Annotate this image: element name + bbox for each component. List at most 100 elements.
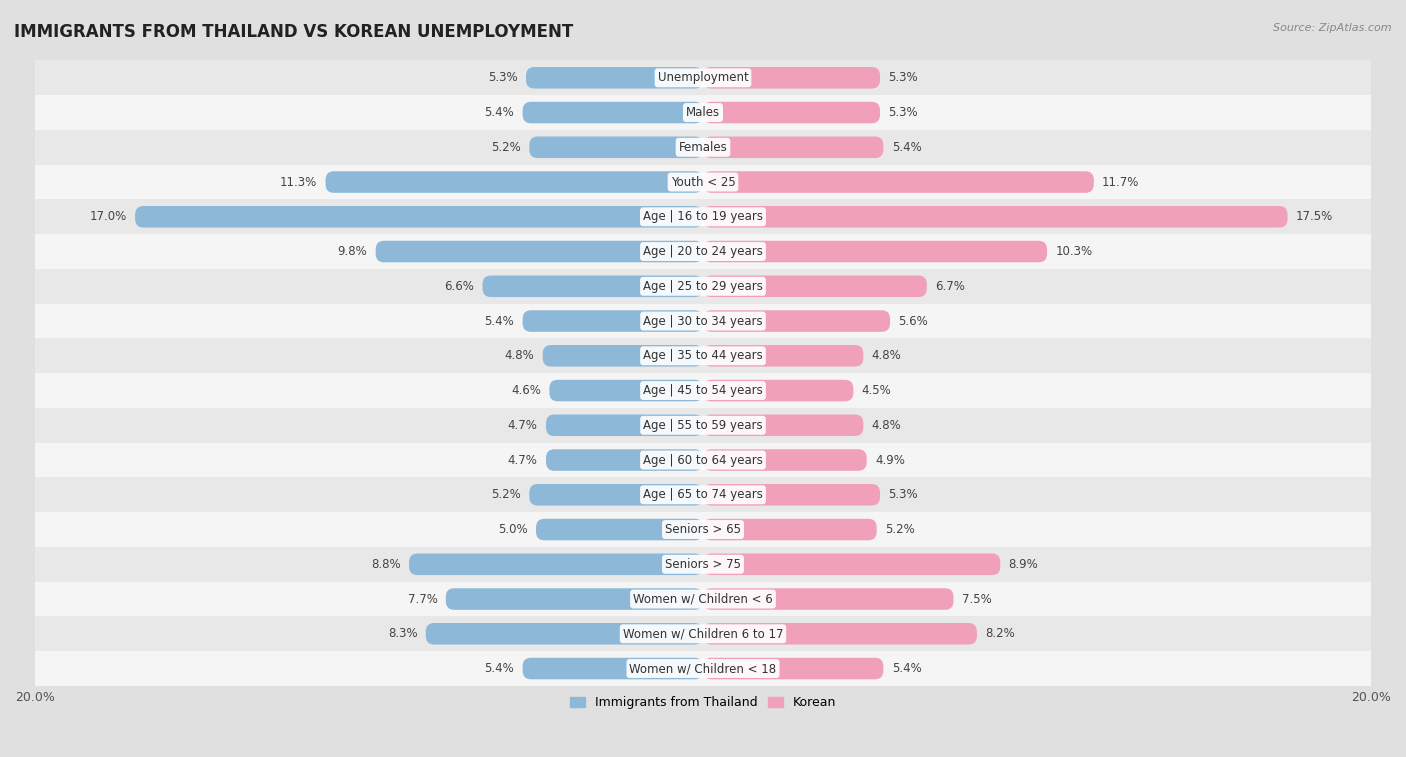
Bar [35,130,1371,165]
FancyBboxPatch shape [703,67,880,89]
Legend: Immigrants from Thailand, Korean: Immigrants from Thailand, Korean [565,691,841,714]
Text: 4.6%: 4.6% [512,384,541,397]
FancyBboxPatch shape [703,101,880,123]
Text: 5.4%: 5.4% [891,662,921,675]
FancyBboxPatch shape [529,136,703,158]
FancyBboxPatch shape [409,553,703,575]
FancyBboxPatch shape [703,345,863,366]
Text: Unemployment: Unemployment [658,71,748,84]
Text: 5.0%: 5.0% [498,523,527,536]
FancyBboxPatch shape [546,449,703,471]
Text: Age | 35 to 44 years: Age | 35 to 44 years [643,349,763,363]
FancyBboxPatch shape [523,658,703,679]
Text: 4.5%: 4.5% [862,384,891,397]
Bar [35,165,1371,199]
Text: 5.2%: 5.2% [884,523,915,536]
Text: 5.3%: 5.3% [889,106,918,119]
Text: 17.0%: 17.0% [90,210,127,223]
FancyBboxPatch shape [135,206,703,228]
Text: 4.8%: 4.8% [505,349,534,363]
Text: Females: Females [679,141,727,154]
FancyBboxPatch shape [482,276,703,297]
Text: 8.3%: 8.3% [388,628,418,640]
Text: Source: ZipAtlas.com: Source: ZipAtlas.com [1274,23,1392,33]
FancyBboxPatch shape [326,171,703,193]
Bar [35,651,1371,686]
Text: 5.3%: 5.3% [488,71,517,84]
Text: Age | 60 to 64 years: Age | 60 to 64 years [643,453,763,466]
Bar [35,199,1371,234]
FancyBboxPatch shape [703,171,1094,193]
Text: 5.4%: 5.4% [485,315,515,328]
FancyBboxPatch shape [703,136,883,158]
FancyBboxPatch shape [703,310,890,332]
Text: Seniors > 75: Seniors > 75 [665,558,741,571]
Bar [35,581,1371,616]
Text: 5.2%: 5.2% [491,141,522,154]
Bar [35,95,1371,130]
Text: Age | 65 to 74 years: Age | 65 to 74 years [643,488,763,501]
FancyBboxPatch shape [546,415,703,436]
Bar [35,234,1371,269]
FancyBboxPatch shape [703,588,953,610]
Text: Age | 16 to 19 years: Age | 16 to 19 years [643,210,763,223]
FancyBboxPatch shape [550,380,703,401]
Text: 10.3%: 10.3% [1056,245,1092,258]
Text: 8.8%: 8.8% [371,558,401,571]
Text: Males: Males [686,106,720,119]
Text: 8.9%: 8.9% [1008,558,1039,571]
FancyBboxPatch shape [703,553,1000,575]
FancyBboxPatch shape [543,345,703,366]
Text: Women w/ Children < 6: Women w/ Children < 6 [633,593,773,606]
FancyBboxPatch shape [703,415,863,436]
Text: Age | 30 to 34 years: Age | 30 to 34 years [643,315,763,328]
FancyBboxPatch shape [703,623,977,644]
Text: 5.2%: 5.2% [491,488,522,501]
Bar [35,512,1371,547]
Text: Age | 25 to 29 years: Age | 25 to 29 years [643,280,763,293]
Text: IMMIGRANTS FROM THAILAND VS KOREAN UNEMPLOYMENT: IMMIGRANTS FROM THAILAND VS KOREAN UNEMP… [14,23,574,41]
Text: Youth < 25: Youth < 25 [671,176,735,188]
FancyBboxPatch shape [703,658,883,679]
Bar [35,269,1371,304]
FancyBboxPatch shape [703,206,1288,228]
Text: 17.5%: 17.5% [1296,210,1333,223]
Text: 6.7%: 6.7% [935,280,965,293]
Text: 7.5%: 7.5% [962,593,991,606]
Bar [35,443,1371,478]
Text: 5.6%: 5.6% [898,315,928,328]
FancyBboxPatch shape [526,67,703,89]
Text: 5.4%: 5.4% [485,106,515,119]
FancyBboxPatch shape [703,380,853,401]
Text: 9.8%: 9.8% [337,245,367,258]
FancyBboxPatch shape [703,241,1047,263]
Text: 5.4%: 5.4% [485,662,515,675]
Text: 6.6%: 6.6% [444,280,474,293]
Text: Seniors > 65: Seniors > 65 [665,523,741,536]
Text: 4.8%: 4.8% [872,349,901,363]
Text: 4.8%: 4.8% [872,419,901,431]
FancyBboxPatch shape [426,623,703,644]
Text: Age | 20 to 24 years: Age | 20 to 24 years [643,245,763,258]
FancyBboxPatch shape [703,484,880,506]
Bar [35,61,1371,95]
Text: 7.7%: 7.7% [408,593,437,606]
Text: Women w/ Children < 18: Women w/ Children < 18 [630,662,776,675]
FancyBboxPatch shape [446,588,703,610]
Text: 11.7%: 11.7% [1102,176,1139,188]
Text: 8.2%: 8.2% [986,628,1015,640]
FancyBboxPatch shape [703,519,877,540]
Bar [35,373,1371,408]
Text: 11.3%: 11.3% [280,176,318,188]
Text: Age | 45 to 54 years: Age | 45 to 54 years [643,384,763,397]
FancyBboxPatch shape [523,101,703,123]
Bar [35,304,1371,338]
FancyBboxPatch shape [523,310,703,332]
Text: 4.7%: 4.7% [508,453,537,466]
Text: Women w/ Children 6 to 17: Women w/ Children 6 to 17 [623,628,783,640]
Text: Age | 55 to 59 years: Age | 55 to 59 years [643,419,763,431]
FancyBboxPatch shape [703,276,927,297]
FancyBboxPatch shape [529,484,703,506]
Text: 4.7%: 4.7% [508,419,537,431]
FancyBboxPatch shape [536,519,703,540]
